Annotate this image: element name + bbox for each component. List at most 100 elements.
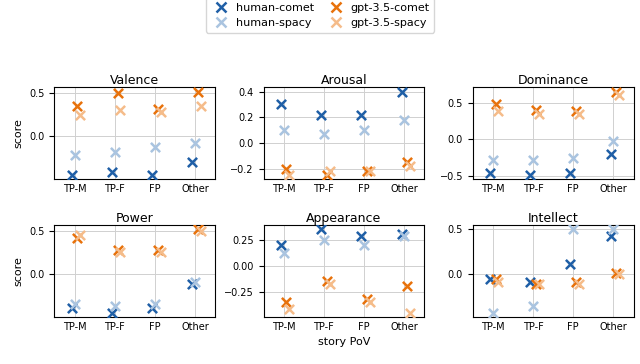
Point <box>153 106 163 112</box>
Point <box>531 107 541 113</box>
Point <box>190 280 200 285</box>
Point <box>365 168 375 174</box>
Point <box>321 172 332 178</box>
Point <box>534 281 544 286</box>
Point <box>72 103 83 109</box>
Point <box>399 117 410 123</box>
Point <box>605 151 616 157</box>
Point <box>488 157 498 163</box>
Point <box>609 226 619 232</box>
Point <box>284 172 294 178</box>
Point <box>153 247 163 253</box>
Point <box>278 250 289 256</box>
Point <box>565 261 575 266</box>
Point <box>568 155 579 161</box>
Point <box>69 301 79 307</box>
Point <box>316 226 326 232</box>
Title: Dominance: Dominance <box>518 74 589 87</box>
Point <box>525 279 535 285</box>
Point <box>611 88 621 94</box>
Point <box>193 226 203 232</box>
Point <box>276 102 286 107</box>
Point <box>614 272 624 277</box>
Point <box>485 170 495 175</box>
Point <box>75 112 85 118</box>
Point <box>147 172 157 178</box>
Point <box>196 103 206 109</box>
Point <box>109 304 120 309</box>
Title: Appearance: Appearance <box>307 212 381 225</box>
Point <box>493 279 504 285</box>
Point <box>156 249 166 255</box>
Point <box>188 159 198 165</box>
Point <box>156 109 166 115</box>
Point <box>113 247 123 253</box>
Point <box>571 279 581 285</box>
Point <box>534 111 544 116</box>
Point <box>324 281 335 287</box>
Point <box>72 235 83 241</box>
Point <box>284 306 294 312</box>
Point <box>485 276 495 282</box>
Point <box>611 270 621 276</box>
Point <box>107 310 117 316</box>
Point <box>193 88 203 94</box>
Point <box>396 88 406 94</box>
Point <box>75 232 85 238</box>
Point <box>356 234 367 240</box>
X-axis label: story PoV: story PoV <box>318 337 370 347</box>
Point <box>365 299 375 305</box>
Point <box>528 303 538 309</box>
Point <box>109 149 120 155</box>
Point <box>69 152 79 158</box>
Point <box>282 166 292 171</box>
Point <box>614 92 624 98</box>
Point <box>115 107 125 113</box>
Title: Arousal: Arousal <box>321 74 367 87</box>
Point <box>188 281 198 287</box>
Point <box>402 284 412 289</box>
Point <box>278 127 289 133</box>
Point <box>115 249 125 255</box>
Point <box>528 157 538 163</box>
Legend: human-comet, human-spacy, gpt-3.5-comet, gpt-3.5-spacy: human-comet, human-spacy, gpt-3.5-comet,… <box>206 0 434 33</box>
Point <box>196 228 206 234</box>
Point <box>150 145 160 150</box>
Point <box>190 140 200 146</box>
Point <box>574 281 584 286</box>
Title: Intellect: Intellect <box>528 212 579 225</box>
Point <box>493 108 504 114</box>
Y-axis label: score: score <box>13 256 24 286</box>
Point <box>316 112 326 118</box>
Point <box>356 112 367 118</box>
Y-axis label: score: score <box>13 118 24 148</box>
Point <box>282 299 292 305</box>
Point <box>568 226 579 232</box>
Point <box>150 301 160 307</box>
Point <box>531 281 541 286</box>
Point <box>362 296 372 302</box>
Point <box>113 90 123 96</box>
Point <box>321 278 332 284</box>
Point <box>147 305 157 311</box>
Point <box>490 101 500 107</box>
Point <box>359 127 369 133</box>
Point <box>405 163 415 169</box>
Point <box>488 310 498 316</box>
Point <box>399 234 410 240</box>
Point <box>107 169 117 175</box>
Point <box>396 232 406 237</box>
Point <box>362 168 372 174</box>
Point <box>276 242 286 248</box>
Point <box>402 159 412 165</box>
Title: Valence: Valence <box>110 74 159 87</box>
Point <box>490 276 500 282</box>
Point <box>525 172 535 178</box>
Point <box>565 170 575 175</box>
Point <box>359 242 369 248</box>
Point <box>67 172 77 178</box>
Point <box>609 138 619 144</box>
Point <box>324 168 335 174</box>
Point <box>571 108 581 114</box>
Point <box>574 111 584 116</box>
